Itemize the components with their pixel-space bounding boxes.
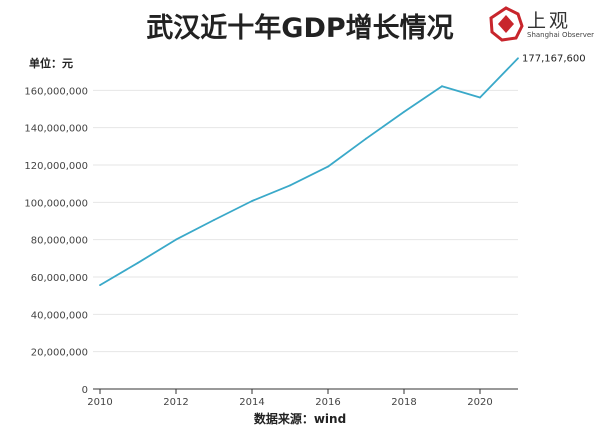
x-tick-label: 2014 (239, 397, 264, 408)
logo-mark-icon (489, 6, 524, 42)
y-tick-label: 160,000,000 (24, 86, 88, 97)
y-tick-label: 100,000,000 (24, 198, 88, 209)
y-axis-ticks: 0 20,000,000 40,000,000 60,000,000 80,000,00… (24, 86, 88, 396)
y-tick-label: 40,000,000 (31, 310, 88, 321)
gdp-series-points (99, 57, 519, 287)
data-point-2016 (327, 165, 329, 168)
logo: 上观 Shanghai Observer (488, 6, 596, 42)
data-point-2019 (441, 85, 443, 88)
y-tick-label: 60,000,000 (31, 273, 88, 284)
y-tick-label: 20,000,000 (31, 348, 88, 359)
x-tick-label: 2018 (391, 397, 416, 408)
data-point-2010 (99, 284, 101, 287)
end-value-label: 177,167,600 (522, 53, 586, 64)
chart-title: 武汉近十年GDP增长情况 (146, 13, 454, 44)
logo-text: 上观 (527, 10, 572, 32)
data-point-2011 (137, 261, 139, 264)
y-tick-label: 120,000,000 (24, 161, 88, 172)
y-tick-label: 80,000,000 (31, 236, 88, 247)
gdp-series-line (99, 57, 519, 286)
grid-lines (93, 89, 518, 353)
unit-label: 单位：元 (29, 57, 73, 70)
data-point-2014 (251, 200, 253, 202)
data-source: 数据来源：wind (253, 412, 347, 426)
data-point-2018 (403, 110, 405, 113)
x-tick-label: 2020 (467, 397, 492, 408)
logo-subtext: Shanghai Observer (527, 31, 595, 39)
x-tick-label: 2016 (315, 397, 340, 408)
x-axis-ticks: 2010 2012 2014 2016 2018 2020 (87, 389, 493, 408)
data-point-2012 (175, 238, 177, 241)
data-point-2021 (517, 57, 519, 60)
data-point-2017 (365, 137, 367, 140)
data-point-2015 (289, 184, 291, 187)
x-tick-label: 2012 (163, 397, 188, 408)
x-tick-label: 2010 (87, 397, 112, 408)
y-tick-label: 140,000,000 (24, 124, 88, 135)
y-tick-label: 0 (82, 385, 88, 396)
data-point-2013 (213, 219, 215, 221)
data-point-2020 (479, 96, 481, 99)
